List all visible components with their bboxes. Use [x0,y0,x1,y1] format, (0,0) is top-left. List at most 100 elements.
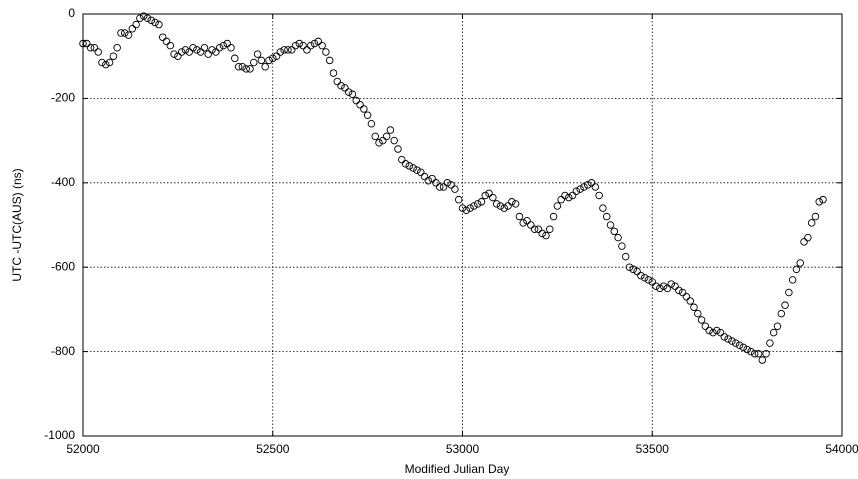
data-point [713,326,721,335]
data-point [481,191,490,200]
data-point [773,322,782,331]
data-point [147,16,156,25]
data-point [310,39,319,48]
data-point [231,54,239,63]
data-point [363,111,372,120]
data-point [530,225,539,233]
data-point [269,54,277,63]
y-tick-label: -1000 [44,428,75,442]
data-point [504,202,512,210]
data-point [473,200,482,208]
data-point [754,349,763,358]
data-point [208,46,216,54]
data-point [435,183,444,191]
data-point [322,48,330,56]
data-point [265,56,273,65]
data-point [671,282,679,290]
data-point [466,204,474,212]
data-point [128,25,137,33]
data-point [261,63,269,71]
data-point [174,52,182,60]
data-point [219,41,228,50]
x-tick-label: 53000 [446,442,480,456]
data-point [800,238,808,246]
data-point [735,341,744,350]
data-point [515,212,524,221]
data-point [648,278,657,286]
data-point [386,126,395,134]
data-point [785,288,793,297]
data-point [250,58,258,67]
data-point [299,41,307,50]
data-point [815,198,823,206]
data-point [371,132,379,141]
data-point [409,164,417,172]
data-point [215,44,224,52]
data-point [325,56,334,65]
data-point [246,65,254,73]
data-point [295,39,304,48]
data-point [287,46,296,54]
data-point [743,345,751,354]
data-point [500,204,508,212]
data-point [454,195,463,204]
data-point [352,96,360,105]
data-point [656,284,664,293]
data-point [291,41,300,50]
data-point [314,37,323,46]
data-point [758,356,767,364]
data-point [458,204,467,212]
data-point [542,231,550,240]
data-point [762,349,770,358]
y-tick-label: -800 [51,344,75,358]
data-point [98,58,106,67]
data-point [447,181,455,189]
data-point [804,233,812,242]
data-point [117,29,125,37]
y-tick-label: -200 [51,91,75,105]
data-point [739,343,748,352]
data-point [405,162,414,170]
data-point [534,225,543,233]
data-point [519,219,527,227]
data-point [181,46,190,54]
data-point [94,48,102,56]
data-point [189,44,197,52]
data-point [136,14,144,22]
data-point [580,183,588,191]
data-point [170,50,178,58]
data-point [223,39,231,48]
data-point [644,276,653,284]
data-point [610,227,619,236]
data-point [766,339,774,347]
data-point [113,44,121,52]
data-point [375,138,383,147]
data-point [819,195,827,204]
data-point [109,52,118,60]
y-tick-label: 0 [68,6,75,20]
data-point [686,297,694,305]
data-point [151,18,159,27]
data-point [333,77,342,86]
data-point [242,65,250,73]
data-point [621,252,630,261]
data-point [185,48,194,56]
data-point [697,316,706,324]
data-point [356,100,364,109]
data-point [523,217,531,225]
data-point [204,50,212,58]
data-point [390,136,398,145]
data-point [682,292,691,301]
data-point [538,229,546,238]
data-point [443,179,452,187]
data-point [572,187,581,195]
data-point [155,20,163,29]
data-point [591,183,600,191]
data-point [318,41,326,50]
data-point [341,84,349,92]
data-point [382,132,391,141]
data-point [731,339,740,347]
data-point [496,202,505,210]
data-point [675,286,683,295]
